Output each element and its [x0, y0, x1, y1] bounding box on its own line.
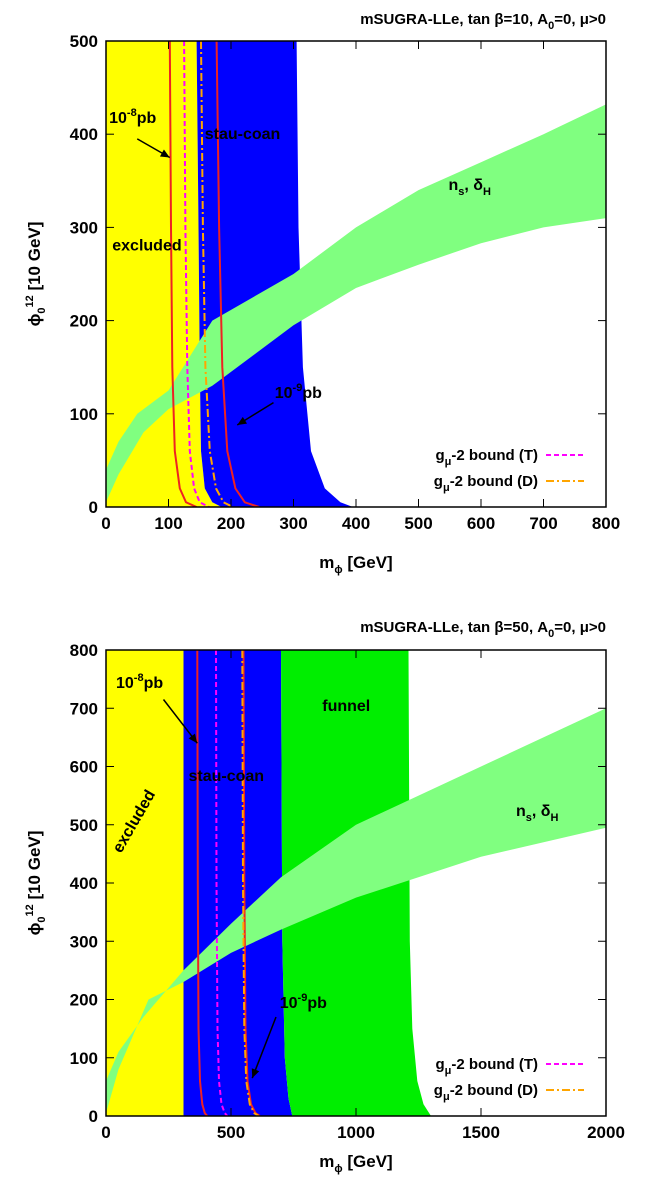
band-ns-deltaH	[106, 104, 606, 503]
y-tick-label: 400	[70, 125, 98, 144]
x-tick-label: 800	[592, 514, 620, 533]
ann-xsec-9: 10-9pb	[280, 992, 327, 1012]
region-stau-coan	[196, 41, 353, 507]
ann-stau: stau-coan	[205, 126, 281, 143]
ann-xsec-8: 10-8pb	[116, 672, 163, 692]
ann-xsec-9-arrow-line	[251, 1016, 277, 1079]
ann-xsec-9-arrow-head	[237, 416, 248, 425]
ann-excluded: excluded	[112, 238, 181, 255]
band-ns-deltaH	[106, 708, 606, 1114]
plot-area	[106, 41, 606, 507]
x-tick-label: 500	[217, 1123, 245, 1142]
ann-ns: ns, δH	[449, 177, 492, 198]
y-tick-label: 600	[70, 758, 98, 777]
region-stau-coan	[183, 650, 293, 1116]
y-axis-label: ϕ012 [10 GeV]	[24, 222, 48, 327]
y-tick-label: 100	[70, 405, 98, 424]
y-tick-label: 300	[70, 218, 98, 237]
x-tick-label: 200	[217, 514, 245, 533]
x-axis-label: mϕ [GeV]	[319, 1152, 392, 1175]
chart-title: mSUGRA-LLe, tan β=10, A0=0, μ>0	[360, 11, 606, 32]
ann-xsec-8-arrow-head	[188, 733, 198, 744]
chart-title: mSUGRA-LLe, tan β=50, A0=0, μ>0	[360, 619, 606, 640]
y-tick-label: 500	[70, 816, 98, 835]
ann-xsec-8-arrow-head	[159, 149, 170, 158]
y-tick-label: 0	[89, 1107, 98, 1126]
plot-area	[106, 650, 606, 1116]
chart-1: 0 100 200 300 400 500 600 700 800 0 100 200 300 400 50…	[24, 11, 620, 576]
x-tick-label: 300	[279, 514, 307, 533]
legend: gμ-2 bound (T) gμ-2 bound (D)	[434, 447, 584, 494]
y-tick-label: 400	[70, 874, 98, 893]
ann-xsec-8: 10-8pb	[109, 107, 156, 127]
x-tick-label: 0	[101, 514, 110, 533]
legend-entry-label: gμ-2 bound (D)	[434, 1082, 538, 1103]
y-tick-label: 300	[70, 932, 98, 951]
x-axis-label: mϕ [GeV]	[319, 553, 392, 576]
y-tick-label: 500	[70, 32, 98, 51]
y-tick-label: 0	[89, 498, 98, 517]
y-tick-label: 200	[70, 991, 98, 1010]
y-tick-label: 100	[70, 1049, 98, 1068]
chart-2: 0 500 1000 1500 2000 0 100 200 300 400 500 600 700 80…	[24, 619, 625, 1175]
x-tick-label: 700	[529, 514, 557, 533]
ann-ns: ns, δH	[516, 803, 559, 824]
x-tick-label: 0	[101, 1123, 110, 1142]
line-gmu-T	[183, 41, 210, 507]
x-tick-label: 1000	[337, 1123, 375, 1142]
x-tick-label: 600	[467, 514, 495, 533]
line-gmu-D	[241, 650, 260, 1116]
line-gmu-T	[215, 650, 229, 1116]
y-tick-label: 200	[70, 312, 98, 331]
ann-xsec-8-arrow-line	[162, 699, 198, 744]
legend-entry-label: gμ-2 bound (T)	[435, 447, 538, 468]
y-tick-label: 700	[70, 699, 98, 718]
y-tick-label: 800	[70, 641, 98, 660]
legend-entry-label: gμ-2 bound (T)	[435, 1056, 538, 1077]
x-tick-label: 100	[154, 514, 182, 533]
line-xsec-1e-8	[196, 650, 209, 1116]
x-tick-label: 2000	[587, 1123, 625, 1142]
line-xsec-1e-8	[168, 41, 198, 507]
x-tick-label: 500	[404, 514, 432, 533]
legend-entry-label: gμ-2 bound (D)	[434, 473, 538, 494]
y-axis-label: ϕ012 [10 GeV]	[24, 831, 48, 936]
region-excluded	[106, 650, 184, 1116]
line-xsec-1e-9	[215, 41, 260, 507]
ann-stau: stau-coan	[189, 768, 265, 785]
ann-xsec-9-arrow-head	[251, 1068, 260, 1079]
legend: gμ-2 bound (T) gμ-2 bound (D)	[434, 1056, 584, 1103]
ann-xsec-9: 10-9pb	[275, 382, 322, 402]
x-tick-label: 1500	[462, 1123, 500, 1142]
x-tick-label: 400	[342, 514, 370, 533]
ann-funnel: funnel	[322, 698, 370, 715]
